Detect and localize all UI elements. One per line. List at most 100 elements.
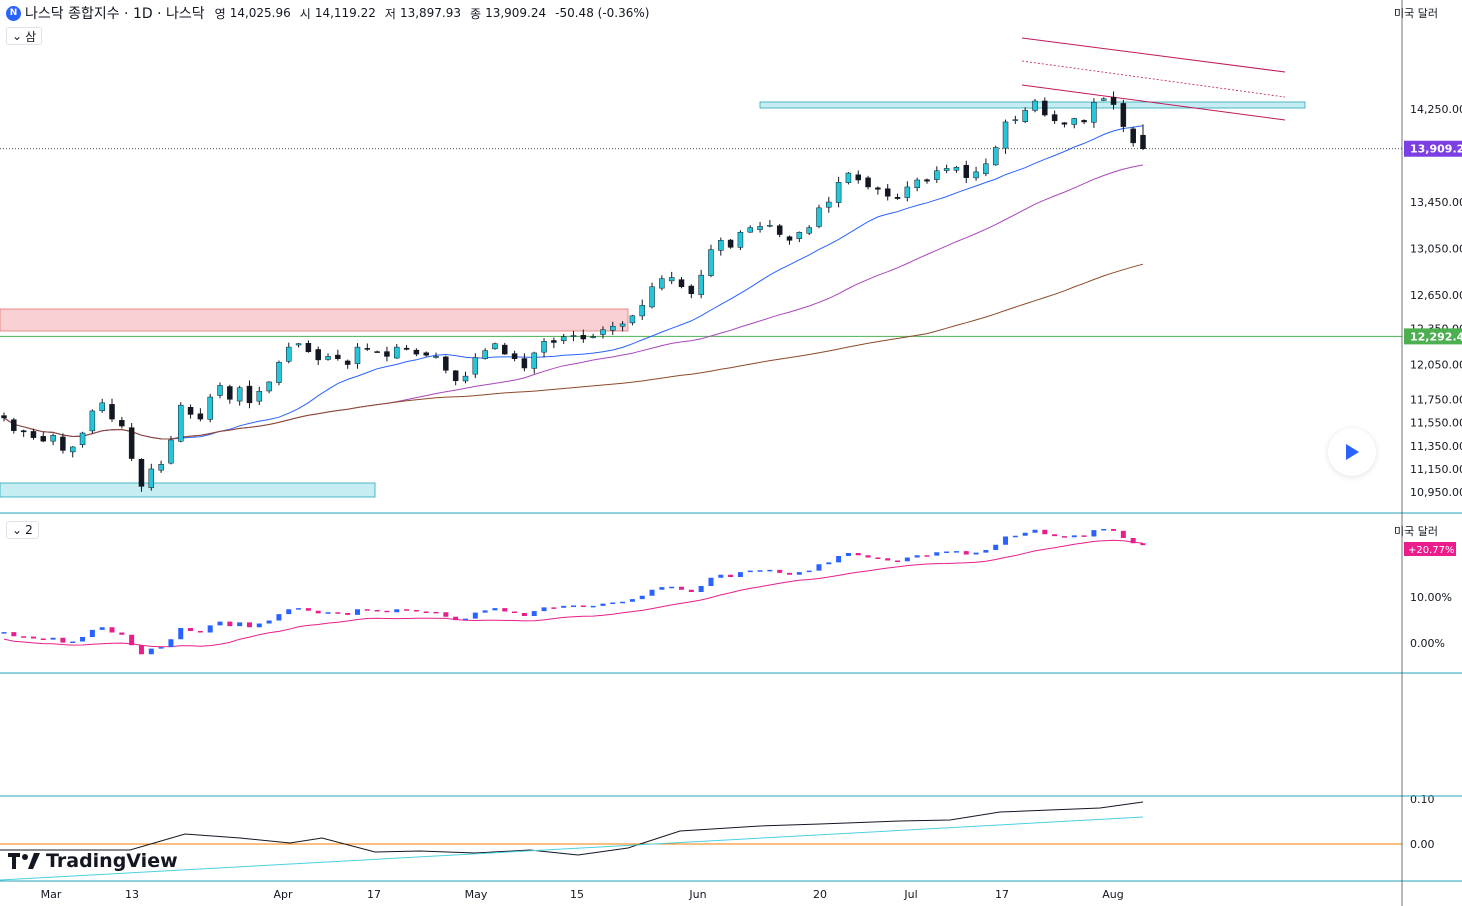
down-candle: [40, 432, 47, 443]
up-candle: [757, 221, 763, 233]
up-candle: [934, 166, 940, 183]
candle-body: [835, 182, 842, 203]
ma20-line: [3, 125, 1144, 440]
candle-body: [266, 381, 272, 392]
pane2-bar: [610, 602, 616, 604]
low-value: 13,897.93: [399, 6, 462, 20]
candle-body: [1110, 96, 1117, 105]
up-candle: [747, 225, 753, 233]
down-candle: [335, 349, 341, 361]
up-candle: [50, 433, 56, 446]
price-axis[interactable]: 14,250.00 13,450.00 13,050.00 12,650.00 12,0…: [1404, 103, 1462, 499]
time-tick-label: Jul: [903, 888, 917, 901]
candle-body: [69, 446, 76, 453]
down-candle: [109, 398, 115, 422]
pane2-bar: [70, 641, 76, 643]
pane2-bar: [629, 599, 635, 602]
chevron-down-icon: ⌄: [12, 523, 23, 537]
pane2-bar: [1111, 529, 1117, 531]
symbol-title[interactable]: 나스닥 종합지수 · 1D · 나스닥: [25, 6, 205, 22]
pane2-bar: [698, 586, 704, 592]
up-candle: [236, 385, 243, 406]
up-candle: [1012, 115, 1019, 124]
currency-label[interactable]: 미국 달러: [1394, 7, 1438, 20]
pane2-bar: [148, 648, 154, 655]
candle-body: [737, 231, 744, 248]
candle-body: [531, 352, 537, 369]
candle-body: [914, 179, 920, 188]
candle-body: [168, 439, 174, 464]
down-candle: [344, 359, 351, 369]
pane2-bar: [767, 569, 773, 572]
down-candle: [786, 235, 793, 245]
candle-body: [276, 361, 282, 383]
candle-body: [305, 342, 312, 353]
pane2-bar: [30, 636, 36, 639]
pane2-bar: [904, 557, 910, 562]
pane2-bar: [1140, 543, 1146, 546]
candle-body: [747, 227, 753, 233]
pane2-bar: [384, 610, 390, 613]
time-axis[interactable]: Mar 13 Apr 17 May 15 Jun 20 Jul 17 Aug: [41, 888, 1124, 901]
candle-body: [256, 390, 263, 402]
down-candle: [865, 175, 871, 190]
pane2-bar: [89, 629, 95, 637]
indicator-pane: 0.10 0.00: [0, 793, 1435, 881]
pane2-bar: [246, 622, 252, 628]
candle-body: [639, 305, 645, 317]
tradingview-logo[interactable]: TradingView: [8, 850, 178, 872]
price-tick-label: 13,450.00: [1410, 196, 1462, 209]
pane2-currency-label[interactable]: 미국 달러: [1394, 525, 1438, 538]
up-candle: [541, 338, 547, 358]
pane2-toggle-button[interactable]: ⌄ 2: [6, 521, 39, 539]
pane2-bar: [531, 611, 537, 616]
time-tick-label: 15: [570, 888, 584, 901]
candle-body: [629, 315, 636, 324]
up-candle: [295, 343, 302, 348]
up-candle: [973, 166, 979, 181]
up-candle: [600, 326, 606, 339]
candle-body: [767, 225, 773, 227]
pane2-bar: [718, 574, 724, 578]
up-candle: [99, 398, 105, 413]
pane2-bar: [443, 612, 449, 617]
pane2-bar: [659, 587, 665, 590]
candle-body: [619, 323, 626, 327]
down-candle: [30, 428, 37, 440]
candle-body: [128, 427, 135, 459]
time-tick-label: Jun: [688, 888, 706, 901]
candle-body: [325, 356, 331, 360]
pane1-toggle-button[interactable]: ⌄ 삼: [6, 27, 43, 45]
candle-body: [678, 279, 685, 288]
down-candle: [963, 160, 970, 184]
candle-body: [1091, 101, 1097, 123]
up-candle: [394, 343, 400, 359]
pane2-bar: [109, 627, 115, 633]
candle-body: [816, 207, 822, 227]
down-candle: [688, 284, 695, 299]
time-tick-label: Apr: [273, 888, 293, 901]
play-button[interactable]: [1328, 428, 1376, 476]
candle-body: [492, 343, 498, 350]
candle-body: [904, 186, 911, 198]
candle-body: [119, 420, 125, 427]
pane2-bar: [708, 577, 714, 586]
down-candle: [924, 178, 930, 184]
candle-body: [423, 352, 429, 356]
pane2-bar: [973, 552, 979, 555]
down-candle: [580, 329, 587, 343]
pane2-bar: [1032, 529, 1038, 533]
up-candle: [737, 230, 744, 251]
down-candle: [403, 345, 410, 351]
candle-body: [40, 436, 47, 442]
up-candle: [629, 314, 636, 326]
price-tick-label: 12,650.00: [1410, 289, 1462, 302]
pane2-bar: [354, 609, 360, 615]
candle-body: [983, 163, 989, 175]
pane2-bar: [129, 634, 135, 646]
candle-body: [649, 286, 655, 308]
pane2-bar: [286, 609, 292, 615]
down-candle: [374, 350, 380, 353]
